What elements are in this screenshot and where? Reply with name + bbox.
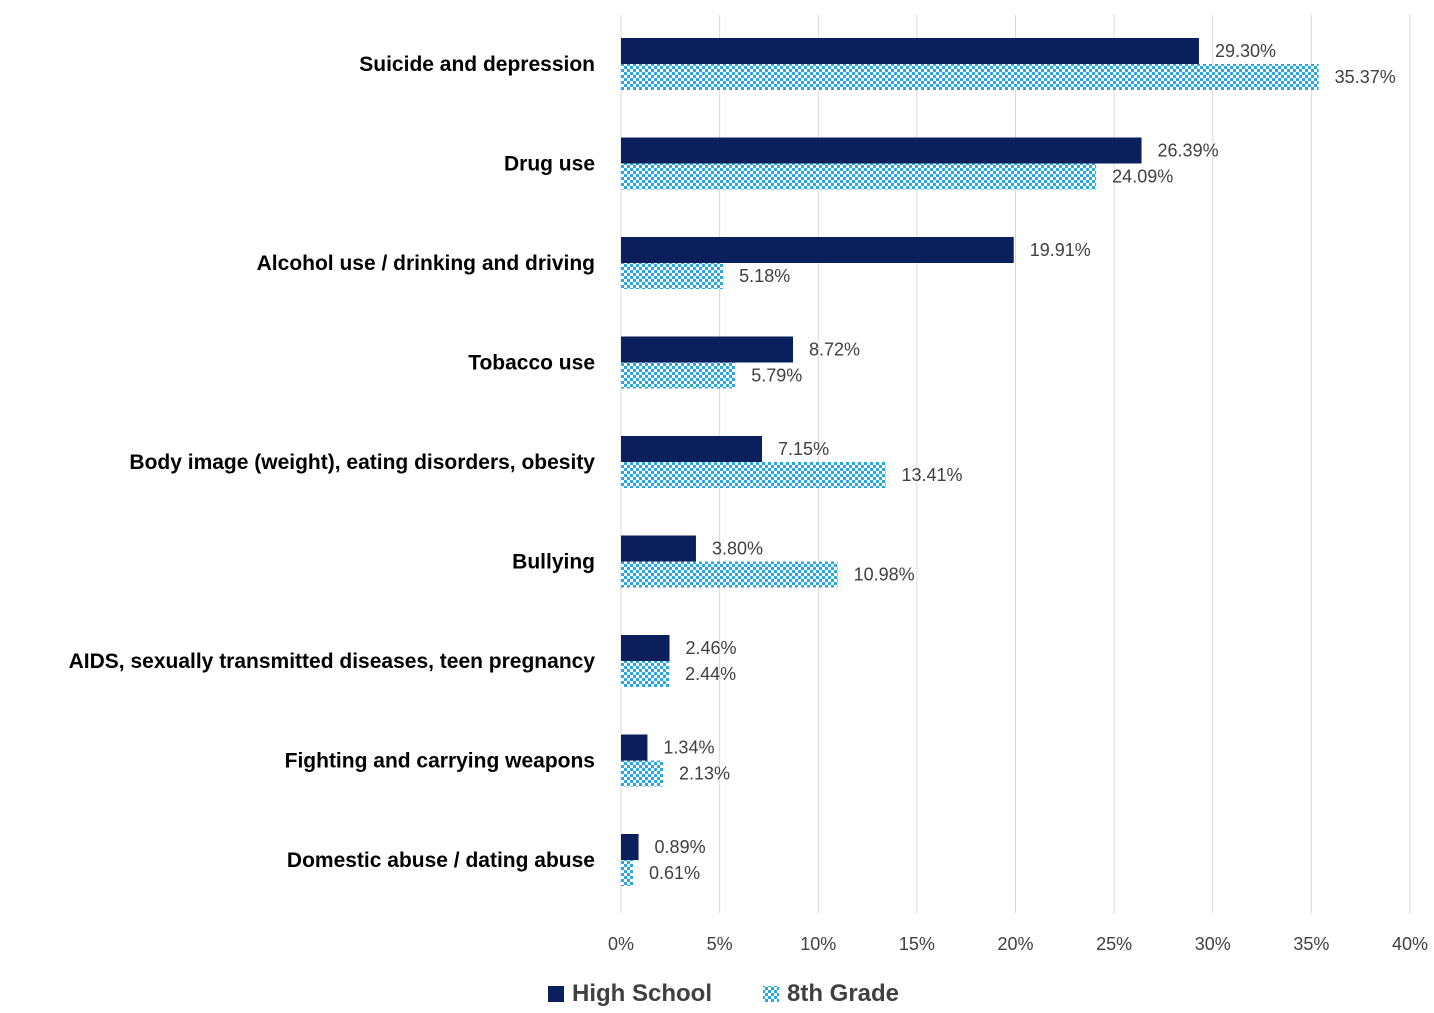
legend-label-8th-grade: 8th Grade: [787, 980, 899, 1007]
x-tick-label: 10%: [800, 934, 836, 954]
x-tick-label: 40%: [1392, 934, 1428, 954]
category-label: Suicide and depression: [359, 53, 595, 76]
x-tick-label: 35%: [1293, 934, 1329, 954]
bar-8th-grade: [621, 760, 664, 787]
x-tick-label: 0%: [608, 934, 634, 954]
data-label-8th-grade: 5.79%: [751, 366, 802, 386]
bar-8th-grade: [621, 163, 1097, 190]
data-label-8th-grade: 0.61%: [649, 863, 700, 883]
value-labels: 29.30% 35.37% 26.39% 24.09% 19.91% 5.18% 8.72%…: [649, 41, 1396, 883]
bar-8th-grade: [621, 263, 724, 289]
bar-high-school: [621, 734, 648, 761]
bar-high-school: [621, 635, 670, 661]
data-label-high-school: 3.80%: [712, 539, 763, 559]
x-tick-label: 30%: [1195, 934, 1231, 954]
data-label-8th-grade: 35.37%: [1335, 67, 1396, 87]
bar-high-school: [621, 336, 794, 363]
bar-8th-grade: [621, 462, 886, 488]
data-label-high-school: 0.89%: [655, 837, 706, 857]
data-label-8th-grade: 13.41%: [902, 465, 963, 485]
data-label-high-school: 1.34%: [663, 738, 714, 758]
bar-high-school: [621, 834, 639, 860]
bar-high-school: [621, 535, 696, 562]
bar-high-school: [621, 137, 1142, 164]
legend-label-high-school: High School: [572, 980, 712, 1007]
data-label-high-school: 7.15%: [778, 439, 829, 459]
legend: High School 8th Grade: [548, 980, 899, 1007]
data-label-high-school: 8.72%: [809, 340, 860, 360]
bar-8th-grade: [621, 561, 838, 588]
bar-high-school: [621, 436, 763, 462]
category-label: Tobacco use: [468, 352, 595, 375]
bar-high-school: [621, 237, 1014, 263]
category-label: Alcohol use / drinking and driving: [257, 252, 595, 275]
bar-8th-grade: [621, 661, 670, 687]
category-label: AIDS, sexually transmitted diseases, tee…: [69, 650, 596, 673]
data-label-8th-grade: 2.13%: [679, 764, 730, 784]
data-label-8th-grade: 2.44%: [685, 664, 736, 684]
bar-8th-grade: [621, 64, 1319, 90]
category-label: Fighting and carrying weapons: [285, 750, 595, 773]
bars: [621, 38, 1319, 886]
legend-marker-8th-grade: [763, 986, 779, 1002]
x-tick-label: 25%: [1096, 934, 1132, 954]
x-tick-label: 20%: [997, 934, 1033, 954]
x-tick-label: 15%: [899, 934, 935, 954]
bar-8th-grade: [621, 860, 634, 886]
category-label: Bullying: [512, 551, 595, 574]
category-label: Domestic abuse / dating abuse: [287, 849, 595, 872]
data-label-8th-grade: 5.18%: [739, 266, 790, 286]
bar-high-school: [621, 38, 1199, 64]
data-label-8th-grade: 24.09%: [1112, 167, 1173, 187]
bar-8th-grade: [621, 362, 736, 389]
data-label-high-school: 29.30%: [1215, 41, 1276, 61]
data-label-high-school: 26.39%: [1158, 141, 1219, 161]
data-label-high-school: 2.46%: [686, 638, 737, 658]
x-tick-label: 5%: [707, 934, 733, 954]
category-label: Drug use: [504, 153, 595, 176]
legend-marker-high-school: [548, 986, 564, 1002]
data-label-high-school: 19.91%: [1030, 240, 1091, 260]
x-axis-tick-labels: 0% 5% 10% 15% 20% 25% 30% 35% 40%: [608, 934, 1428, 954]
category-labels: Suicide and depression Drug use Alcohol us…: [69, 53, 596, 872]
data-label-8th-grade: 10.98%: [854, 565, 915, 585]
category-label: Body image (weight), eating disorders, o…: [129, 451, 595, 474]
